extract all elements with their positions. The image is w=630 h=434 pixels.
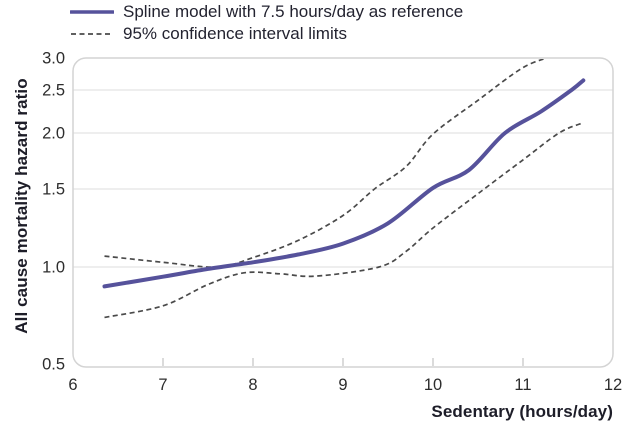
y-tick-label: 2.5 (42, 82, 65, 100)
x-tick-label: 12 (604, 376, 622, 394)
plot-frame (72, 57, 614, 368)
x-tick-label: 11 (514, 376, 531, 394)
legend-label-spline: Spline model with 7.5 hours/day as refer… (123, 2, 464, 21)
y-tick-label: 0.5 (42, 356, 65, 374)
x-axis-title: Sedentary (hours/day) (431, 402, 613, 421)
ci-upper-curve (104, 59, 553, 268)
x-tick-label: 10 (424, 376, 442, 394)
y-tick-label: 1.0 (42, 259, 65, 277)
x-tick-label: 9 (338, 376, 347, 394)
x-tick-label: 7 (158, 376, 167, 394)
ci-lower-curve (104, 121, 584, 319)
legend-item-spline: Spline model with 7.5 hours/day as refer… (70, 2, 463, 22)
y-tick-label: 1.5 (42, 181, 65, 199)
legend-item-ci: 95% confidence interval limits (70, 24, 347, 44)
dashed-line-sample (71, 33, 113, 35)
y-tick-label: 3.0 (42, 50, 65, 68)
spline-curve (102, 78, 586, 289)
solid-line-sample (70, 10, 114, 14)
y-tick-label: 2.0 (42, 125, 65, 143)
x-tick-label: 8 (248, 376, 257, 394)
x-tick-label: 6 (68, 376, 77, 394)
legend-label-ci: 95% confidence interval limits (123, 24, 347, 43)
